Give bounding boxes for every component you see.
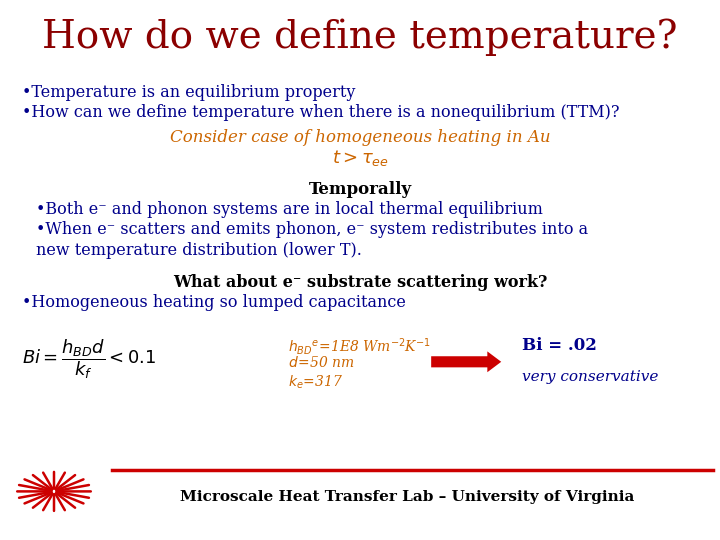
Text: •Both e⁻ and phonon systems are in local thermal equilibrium: •Both e⁻ and phonon systems are in local… [36,201,543,218]
Text: What about e⁻ substrate scattering work?: What about e⁻ substrate scattering work? [173,274,547,291]
Text: •How can we define temperature when there is a nonequilibrium (TTM)?: •How can we define temperature when ther… [22,104,619,120]
FancyArrowPatch shape [431,352,501,372]
Text: $h_{BD}{}^e\!=\!$1E8 Wm$^{-2}$K$^{-1}$: $h_{BD}{}^e\!=\!$1E8 Wm$^{-2}$K$^{-1}$ [288,336,431,357]
Text: •When e⁻ scatters and emits phonon, e⁻ system redistributes into a: •When e⁻ scatters and emits phonon, e⁻ s… [36,221,588,238]
Text: $Bi = \dfrac{h_{BD}d}{k_f} < 0.1$: $Bi = \dfrac{h_{BD}d}{k_f} < 0.1$ [22,338,156,381]
Text: •Temperature is an equilibrium property: •Temperature is an equilibrium property [22,84,355,100]
Text: Microscale Heat Transfer Lab – University of Virginia: Microscale Heat Transfer Lab – Universit… [179,490,634,504]
Text: Bi = .02: Bi = .02 [522,338,597,354]
Text: Temporally: Temporally [308,181,412,198]
Text: $k_e\!=\!$317: $k_e\!=\!$317 [288,374,343,391]
Text: $d\!=\!$50 nm: $d\!=\!$50 nm [288,355,354,370]
Text: How do we define temperature?: How do we define temperature? [42,19,678,56]
Text: Consider case of homogeneous heating in Au: Consider case of homogeneous heating in … [170,129,550,145]
Text: new temperature distribution (lower T).: new temperature distribution (lower T). [36,242,362,259]
Text: •Homogeneous heating so lumped capacitance: •Homogeneous heating so lumped capacitan… [22,294,405,311]
Text: $t > \tau_{ee}$: $t > \tau_{ee}$ [331,148,389,168]
Text: very conservative: very conservative [522,370,658,384]
